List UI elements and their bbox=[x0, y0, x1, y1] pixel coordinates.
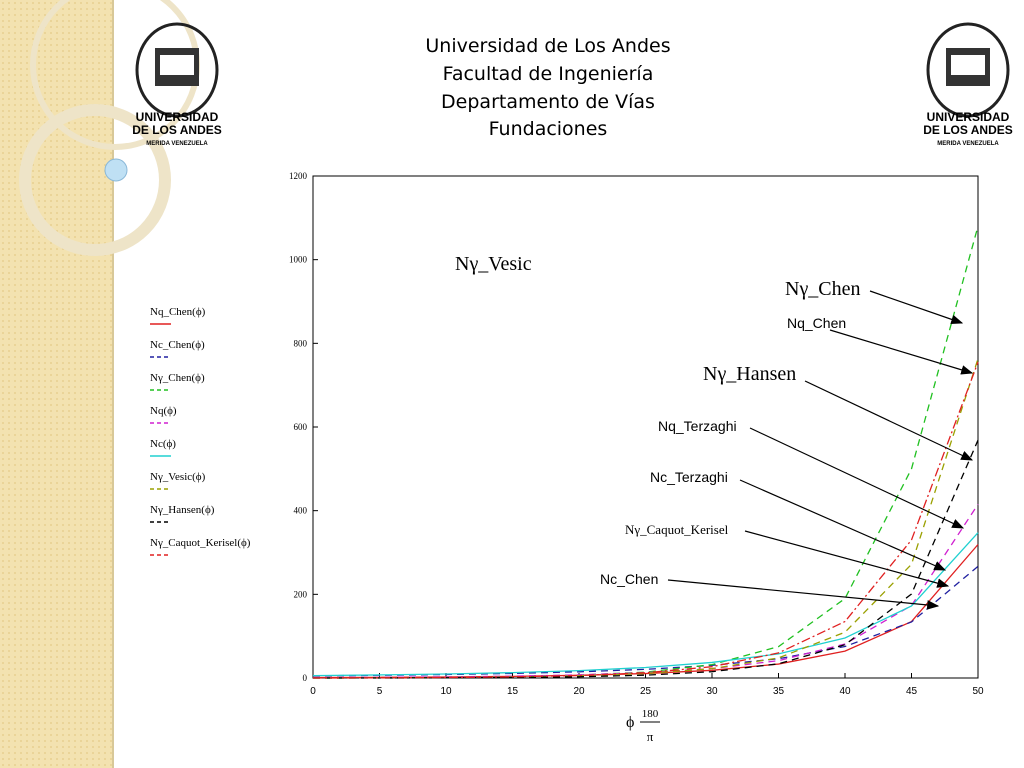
x-tick-label: 35 bbox=[773, 686, 785, 697]
header-line: Universidad de Los Andes bbox=[425, 35, 670, 57]
logo-text: UNIVERSIDAD bbox=[927, 110, 1010, 124]
x-tick-label: 40 bbox=[839, 686, 851, 697]
x-label-num: 180 bbox=[642, 708, 659, 720]
annotation-arrow bbox=[829, 329, 974, 375]
legend-label: Nc_Chen(ϕ) bbox=[150, 339, 205, 351]
x-tick-label: 0 bbox=[310, 686, 316, 697]
annotation: Nγ_Caquot_Kerisel bbox=[625, 522, 729, 537]
header-line: Facultad de Ingeniería bbox=[443, 63, 654, 85]
annotation: Nq_Terzaghi bbox=[658, 418, 737, 434]
annotation: Nq_Chen bbox=[787, 315, 846, 331]
header-line: Departamento de Vías bbox=[441, 91, 655, 113]
header-line: Fundaciones bbox=[489, 118, 608, 140]
y-tick-label: 1200 bbox=[289, 171, 308, 181]
y-tick-label: 400 bbox=[294, 506, 308, 516]
y-tick-label: 800 bbox=[294, 338, 308, 348]
y-tick-label: 600 bbox=[294, 422, 308, 432]
x-label-den: π bbox=[647, 729, 654, 744]
legend-label: Nγ_Vesic(ϕ) bbox=[150, 471, 206, 483]
logo-left: UNIVERSIDAD DE LOS ANDES MERIDA VENEZUEL… bbox=[132, 22, 222, 147]
x-tick-label: 20 bbox=[573, 686, 585, 697]
legend-label: Nγ_Chen(ϕ) bbox=[150, 372, 205, 384]
legend-label: Nq(ϕ) bbox=[150, 405, 177, 417]
logo-text: DE LOS ANDES bbox=[132, 123, 222, 137]
logo-text: MERIDA VENEZUELA bbox=[146, 141, 208, 147]
series-line bbox=[312, 439, 979, 679]
x-tick-label: 10 bbox=[440, 686, 452, 697]
logo-text: DE LOS ANDES bbox=[923, 123, 1013, 137]
annotation-arrow bbox=[749, 427, 965, 529]
annotation: Nγ_Vesic bbox=[455, 253, 532, 275]
x-tick-label: 25 bbox=[640, 686, 652, 697]
series-line bbox=[312, 544, 979, 679]
legend-label: Nc(ϕ) bbox=[150, 438, 176, 450]
x-tick-label: 15 bbox=[507, 686, 519, 697]
logo-text: MERIDA VENEZUELA bbox=[937, 141, 999, 147]
logo-text: UNIVERSIDAD bbox=[136, 110, 219, 124]
series-line bbox=[312, 361, 979, 679]
annotation-arrow bbox=[744, 530, 950, 588]
annotation: Nγ_Chen bbox=[785, 278, 861, 300]
annotation: Nc_Chen bbox=[600, 571, 658, 587]
annotation: Nc_Terzaghi bbox=[650, 469, 728, 485]
y-tick-label: 200 bbox=[294, 589, 308, 599]
y-tick-label: 1000 bbox=[289, 255, 308, 265]
x-label-phi: ϕ bbox=[626, 714, 634, 731]
series-line bbox=[312, 532, 979, 677]
series-line bbox=[312, 358, 979, 679]
legend-label: Nq_Chen(ϕ) bbox=[150, 306, 206, 318]
y-tick-label: 0 bbox=[303, 673, 308, 683]
x-tick-label: 5 bbox=[377, 686, 383, 697]
x-tick-label: 45 bbox=[906, 686, 918, 697]
legend-label: Nγ_Caquot_Kerisel(ϕ) bbox=[150, 537, 251, 549]
annotation-arrow bbox=[739, 479, 947, 571]
legend-label: Nγ_Hansen(ϕ) bbox=[150, 504, 215, 516]
annotation: Nγ_Hansen bbox=[703, 363, 796, 385]
annotation-arrow bbox=[667, 579, 940, 610]
deco-circle bbox=[19, 104, 171, 256]
x-tick-label: 50 bbox=[972, 686, 984, 697]
annotation-arrow bbox=[869, 290, 964, 324]
annotation-arrow bbox=[804, 380, 974, 461]
plot-frame bbox=[312, 175, 979, 679]
deco-dot bbox=[104, 158, 128, 182]
logo-right: UNIVERSIDAD DE LOS ANDES MERIDA VENEZUEL… bbox=[923, 22, 1013, 147]
x-tick-label: 30 bbox=[706, 686, 718, 697]
